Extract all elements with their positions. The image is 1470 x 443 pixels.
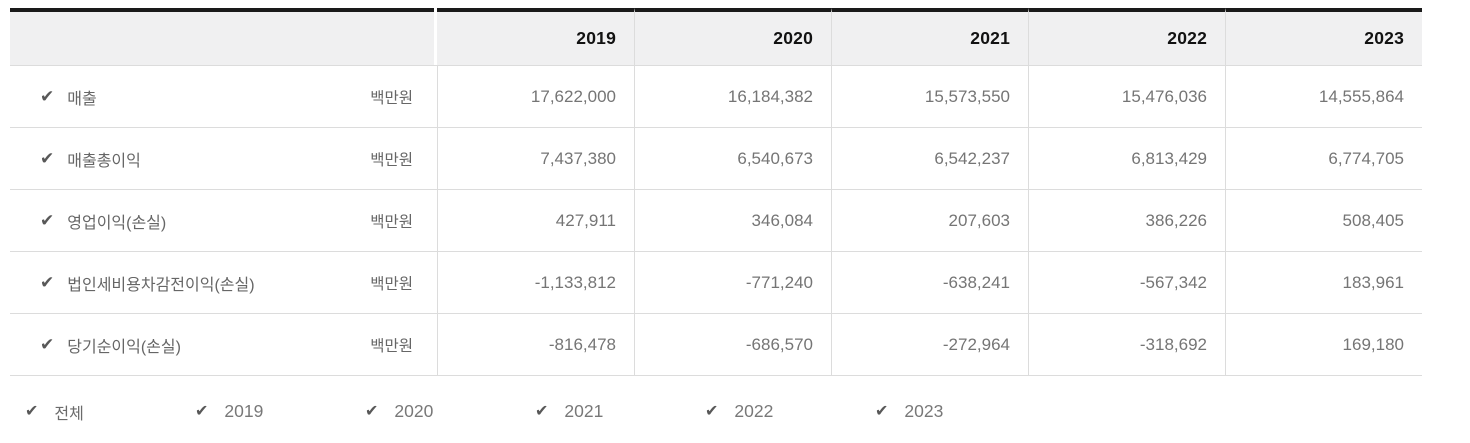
check-icon[interactable]: ✔	[40, 149, 55, 168]
check-icon: ✔	[875, 402, 889, 420]
header-year-2022: 2022	[1028, 8, 1225, 65]
header-year-2021: 2021	[831, 8, 1028, 65]
row-unit: 백만원	[370, 275, 413, 293]
value-cell: -318,692	[1028, 314, 1225, 375]
value-cell: -686,570	[634, 314, 831, 375]
row-unit: 백만원	[370, 151, 413, 169]
row-unit: 백만원	[370, 213, 413, 231]
row-label: 매출총이익	[67, 152, 141, 170]
row-label: 당기순이익(손실)	[67, 338, 181, 356]
value-cell: 508,405	[1225, 190, 1422, 251]
filter-label: 2023	[904, 401, 944, 421]
check-icon: ✔	[705, 402, 719, 420]
value-cell: 7,437,380	[437, 128, 634, 189]
table-row-net-income: ✔ 당기순이익(손실) 백만원 -816,478 -686,570 -272,9…	[10, 314, 1422, 376]
value-cell: -638,241	[831, 252, 1028, 313]
value-cell: 6,542,237	[831, 128, 1028, 189]
value-cell: 14,555,864	[1225, 66, 1422, 127]
filter-item-2019[interactable]: ✔ 2019	[195, 401, 365, 422]
filter-label: 2022	[734, 401, 774, 421]
table-row-pretax-income: ✔ 법인세비용차감전이익(손실) 백만원 -1,133,812 -771,240…	[10, 252, 1422, 314]
filter-label: 2021	[564, 401, 604, 421]
check-icon[interactable]: ✔	[40, 273, 55, 292]
value-cell: 183,961	[1225, 252, 1422, 313]
row-label: 매출	[67, 90, 97, 108]
table-header-row: 2019 2020 2021 2022 2023	[10, 8, 1422, 66]
header-year-2020: 2020	[634, 8, 831, 65]
filter-item-2023[interactable]: ✔ 2023	[875, 401, 1045, 422]
value-cell: 386,226	[1028, 190, 1225, 251]
value-cell: -816,478	[437, 314, 634, 375]
value-cell: 6,813,429	[1028, 128, 1225, 189]
row-unit: 백만원	[370, 337, 413, 355]
value-cell: -1,133,812	[437, 252, 634, 313]
filter-item-2022[interactable]: ✔ 2022	[705, 401, 875, 422]
header-year-2019: 2019	[437, 8, 634, 65]
check-icon: ✔	[25, 402, 39, 420]
row-label-cell: ✔ 영업이익(손실) 백만원	[10, 190, 434, 251]
check-icon[interactable]: ✔	[40, 211, 55, 230]
value-cell: -771,240	[634, 252, 831, 313]
value-cell: 207,603	[831, 190, 1028, 251]
filter-item-all[interactable]: ✔ 전체	[25, 400, 195, 424]
row-label-cell: ✔ 매출총이익 백만원	[10, 128, 434, 189]
check-icon[interactable]: ✔	[40, 87, 55, 106]
table-row-operating-income: ✔ 영업이익(손실) 백만원 427,911 346,084 207,603 3…	[10, 190, 1422, 252]
header-empty-cell	[10, 8, 434, 65]
year-filter-bar: ✔ 전체 ✔ 2019 ✔ 2020 ✔ 2021 ✔ 2022 ✔ 2023	[0, 380, 1470, 443]
filter-label: 전체	[54, 405, 84, 423]
value-cell: -272,964	[831, 314, 1028, 375]
row-label: 법인세비용차감전이익(손실)	[67, 276, 255, 294]
row-unit: 백만원	[370, 89, 413, 107]
value-cell: 169,180	[1225, 314, 1422, 375]
check-icon: ✔	[365, 402, 379, 420]
filter-label: 2019	[224, 401, 264, 421]
value-cell: 16,184,382	[634, 66, 831, 127]
filter-label: 2020	[394, 401, 434, 421]
table-row-revenue: ✔ 매출 백만원 17,622,000 16,184,382 15,573,55…	[10, 66, 1422, 128]
check-icon[interactable]: ✔	[40, 335, 55, 354]
row-label: 영업이익(손실)	[67, 214, 167, 232]
value-cell: -567,342	[1028, 252, 1225, 313]
filter-item-2020[interactable]: ✔ 2020	[365, 401, 535, 422]
check-icon: ✔	[535, 402, 549, 420]
table-row-gross-profit: ✔ 매출총이익 백만원 7,437,380 6,540,673 6,542,23…	[10, 128, 1422, 190]
value-cell: 6,540,673	[634, 128, 831, 189]
value-cell: 15,573,550	[831, 66, 1028, 127]
row-label-cell: ✔ 당기순이익(손실) 백만원	[10, 314, 434, 375]
header-year-2023: 2023	[1225, 8, 1422, 65]
value-cell: 17,622,000	[437, 66, 634, 127]
value-cell: 6,774,705	[1225, 128, 1422, 189]
financial-metrics-table: 2019 2020 2021 2022 2023 ✔ 매출 백만원 17,622…	[10, 8, 1422, 376]
row-label-cell: ✔ 매출 백만원	[10, 66, 434, 127]
row-label-cell: ✔ 법인세비용차감전이익(손실) 백만원	[10, 252, 434, 313]
filter-item-2021[interactable]: ✔ 2021	[535, 401, 705, 422]
value-cell: 346,084	[634, 190, 831, 251]
check-icon: ✔	[195, 402, 209, 420]
value-cell: 15,476,036	[1028, 66, 1225, 127]
value-cell: 427,911	[437, 190, 634, 251]
